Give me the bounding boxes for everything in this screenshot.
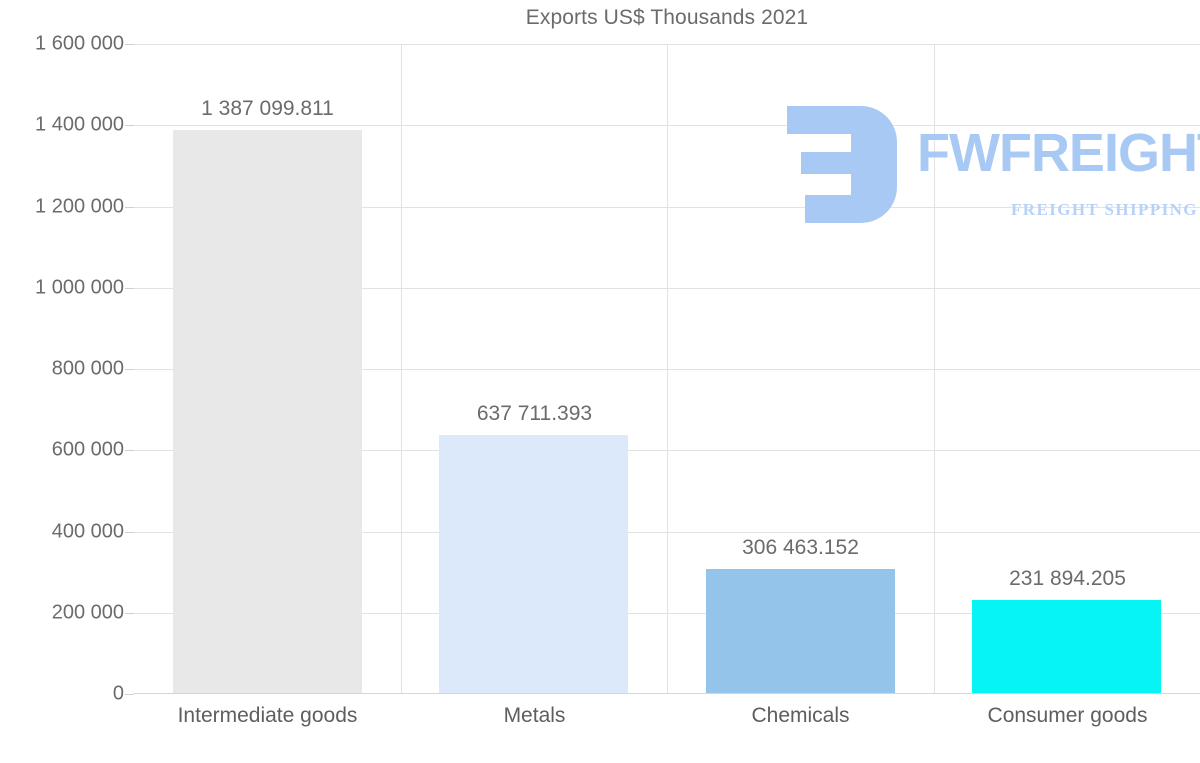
y-axis-tick-label: 1 000 000 [35, 276, 124, 299]
y-axis-tick-mark [125, 694, 134, 695]
x-axis-baseline [134, 693, 1200, 694]
x-axis-tick-label: Metals [503, 704, 566, 727]
bar-value-label: 231 894.205 [1009, 567, 1126, 590]
chart-title: Exports US$ Thousands 2021 [525, 6, 809, 29]
y-axis-tick-label: 1 600 000 [35, 32, 124, 55]
y-axis-tick-label: 800 000 [51, 357, 124, 380]
y-axis-tick-mark [125, 125, 134, 127]
gridline-vertical [934, 44, 935, 694]
bar[interactable] [972, 600, 1161, 694]
bars [134, 44, 1200, 694]
y-axis-tick-label: 1 200 000 [35, 195, 124, 217]
y-axis-tick-label: 0 [112, 682, 124, 705]
x-axis-tick-label: Intermediate goods [177, 704, 358, 727]
y-axis-tick-mark [125, 612, 134, 614]
y-axis-tick-mark [125, 206, 134, 208]
y-axis-tick-mark [125, 287, 134, 289]
y-axis-tick-label: 1 400 000 [35, 113, 124, 136]
bar-value-labels: 1 387 099.811 637 711.393 306 463.152 231 8… [134, 44, 1200, 694]
gridlines [134, 44, 1200, 694]
y-axis-tick-mark [125, 369, 134, 370]
y-axis-tick-mark [125, 531, 134, 533]
y-axis-tick-label: 600 000 [51, 438, 124, 461]
bar-value-label: 637 711.393 [476, 402, 593, 425]
bar[interactable] [439, 435, 628, 694]
gridline-vertical [667, 44, 668, 694]
y-axis-tick-mark [125, 450, 134, 452]
x-axis-tick-label: Chemicals [751, 704, 850, 727]
y-axis-tick-label: 200 000 [51, 601, 124, 624]
x-axis-tick-label: Consumer goods [987, 704, 1148, 727]
gridline-vertical [401, 44, 402, 694]
y-axis-tick-mark [125, 44, 134, 45]
plot-area: FWFREIGHT FREIGHT SHIPPING 1 387 099.811… [134, 44, 1200, 694]
y-axis-tick-label: 400 000 [51, 520, 124, 542]
bar[interactable] [706, 569, 895, 694]
bar[interactable] [173, 130, 362, 694]
bar-value-label: 306 463.152 [742, 536, 859, 559]
bar-value-label: 1 387 099.811 [201, 97, 334, 120]
